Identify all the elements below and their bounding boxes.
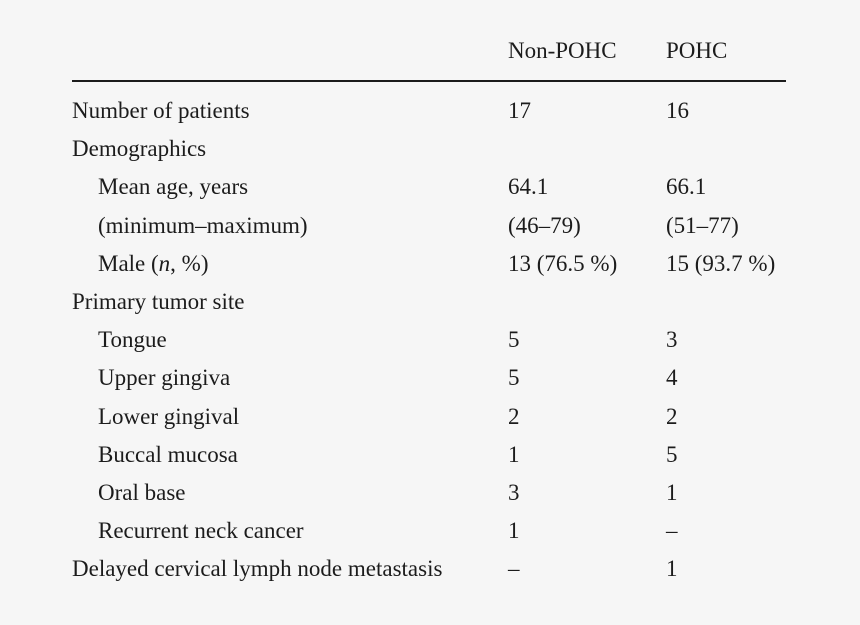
- row-label: Male (n, %): [98, 250, 209, 276]
- table-row: Male (n, %) 13 (76.5 %) 15 (93.7 %): [72, 250, 786, 290]
- cell-non-pohc: 64.1: [508, 174, 549, 200]
- cell-non-pohc: 2: [508, 403, 520, 429]
- table-row: Demographics: [72, 137, 786, 175]
- column-header-pohc: POHC: [666, 38, 728, 63]
- cell-pohc: (51–77): [666, 212, 739, 238]
- row-label: Primary tumor site: [72, 288, 245, 314]
- cell-non-pohc: 5: [508, 365, 520, 391]
- table-body: Number of patients 17 16 Demographics Mean a…: [72, 99, 786, 595]
- cell-pohc: 1: [666, 479, 678, 505]
- table-header: Non-POHC POHC: [72, 30, 786, 82]
- table-row: Number of patients 17 16: [72, 99, 786, 137]
- column-header-non-pohc: Non-POHC: [508, 38, 617, 63]
- row-label: (minimum–maximum): [98, 212, 308, 238]
- table-row: (minimum–maximum) (46–79) (51–77): [72, 212, 786, 252]
- cell-non-pohc: (46–79): [508, 212, 581, 238]
- cell-pohc: 15 (93.7 %): [666, 250, 776, 276]
- cell-pohc: 4: [666, 365, 678, 391]
- table-row: Upper gingiva 5 4: [72, 366, 786, 404]
- cell-pohc: 3: [666, 327, 678, 353]
- row-label: Delayed cervical lymph node metastasis: [72, 556, 443, 582]
- cell-pohc: 16: [666, 98, 689, 123]
- cell-non-pohc: 1: [508, 518, 520, 544]
- row-label: Lower gingival: [98, 403, 240, 429]
- table-row: Buccal mucosa 1 5: [72, 441, 786, 481]
- cell-pohc: 5: [666, 441, 678, 467]
- cell-pohc: 2: [666, 403, 678, 429]
- row-label: Oral base: [98, 479, 186, 505]
- table-row: Delayed cervical lymph node metastasis – 1: [72, 557, 786, 595]
- row-label: Buccal mucosa: [98, 441, 238, 467]
- cell-pohc: 1: [666, 556, 678, 582]
- row-label: Upper gingiva: [98, 365, 231, 391]
- row-label: Tongue: [98, 327, 167, 353]
- row-label: Mean age, years: [98, 174, 249, 200]
- cell-pohc: –: [666, 518, 678, 544]
- cell-non-pohc: –: [508, 556, 520, 582]
- cell-pohc: 66.1: [666, 174, 707, 200]
- table-row: Oral base 3 1: [72, 479, 786, 519]
- table-row: Tongue 5 3: [72, 328, 786, 366]
- cell-non-pohc: 17: [508, 98, 531, 123]
- cell-non-pohc: 13 (76.5 %): [508, 250, 618, 276]
- cell-non-pohc: 1: [508, 441, 520, 467]
- table-row: Lower gingival 2 2: [72, 403, 786, 443]
- table-row: Recurrent neck cancer 1 –: [72, 519, 786, 557]
- table-row: Mean age, years 64.1 66.1: [72, 175, 786, 213]
- cell-non-pohc: 5: [508, 327, 520, 353]
- row-label: Recurrent neck cancer: [98, 518, 304, 544]
- row-label: Demographics: [72, 136, 207, 162]
- table-row: Primary tumor site: [72, 288, 786, 328]
- cell-non-pohc: 3: [508, 479, 520, 505]
- patient-characteristics-table: Non-POHC POHC Number of patients 17 16 Demo…: [72, 30, 786, 595]
- row-label: Number of patients: [72, 98, 250, 123]
